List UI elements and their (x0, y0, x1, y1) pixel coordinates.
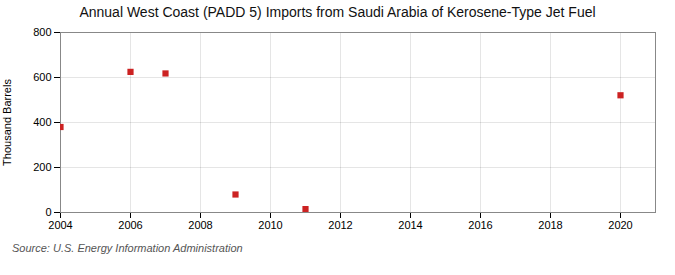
svg-text:2018: 2018 (538, 219, 562, 231)
svg-text:2008: 2008 (188, 219, 212, 231)
svg-text:200: 200 (33, 161, 51, 173)
svg-text:2016: 2016 (468, 219, 492, 231)
svg-text:Thousand Barrels: Thousand Barrels (1, 79, 13, 166)
svg-text:400: 400 (33, 116, 51, 128)
html-text:Source: U.S. Energy Informatio: Source: U.S. Energy Information Administ… (12, 242, 243, 254)
svg-text:2014: 2014 (398, 219, 422, 231)
svg-text:2004: 2004 (48, 219, 72, 231)
svg-text:2012: 2012 (328, 219, 352, 231)
svg-text:800: 800 (33, 26, 51, 38)
svg-text:2020: 2020 (608, 219, 632, 231)
html-text:Annual West Coast (PADD 5) Imp: Annual West Coast (PADD 5) Imports from … (79, 4, 596, 20)
svg-text:0: 0 (45, 206, 51, 218)
svg-text:2006: 2006 (118, 219, 142, 231)
svg-text:600: 600 (33, 71, 51, 83)
svg-text:2010: 2010 (258, 219, 282, 231)
